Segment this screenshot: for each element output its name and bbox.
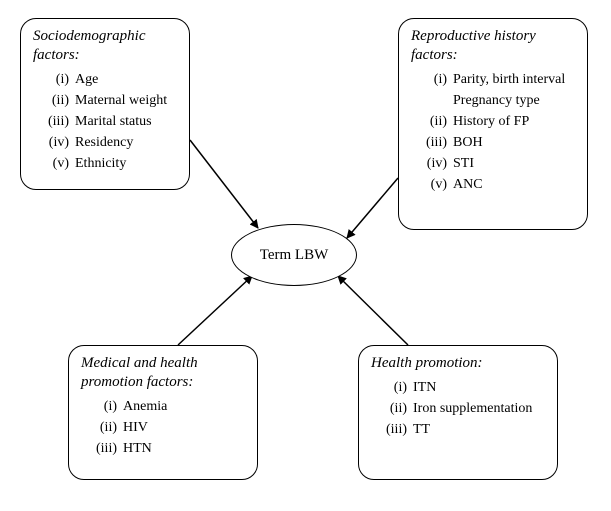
list-item: (iv) STI [417,153,577,174]
roman-numeral: (v) [39,153,69,174]
list-item-text: ANC [453,174,577,195]
list-item: (iii) TT [377,419,547,440]
box-medical: Medical and health promotion factors: (i… [68,345,258,480]
list-item: (i) Anemia [87,396,247,417]
list-item-text: STI [453,153,577,174]
roman-numeral: (ii) [377,398,407,419]
diagram-canvas: Term LBW Sociodemographic factors: (i) Ag… [0,0,611,511]
box-list: (i) ITN (ii) Iron supplementation (iii) TT [371,377,547,440]
list-item-text: Parity, birth interval [453,69,577,90]
roman-numeral: (ii) [87,417,117,438]
roman-numeral: (iv) [39,132,69,153]
roman-numeral: (iii) [39,111,69,132]
box-reproductive: Reproductive history factors: (i) Parity,… [398,18,588,230]
list-item: (ii) HIV [87,417,247,438]
list-item-text: Anemia [123,396,247,417]
list-item-text: Ethnicity [75,153,179,174]
list-item-text: Marital status [75,111,179,132]
list-item-text: BOH [453,132,577,153]
arrow [178,276,252,345]
list-item: (iii) HTN [87,438,247,459]
list-item: (i) Parity, birth interval [417,69,577,90]
list-item: (ii) Maternal weight [39,90,179,111]
list-item-text: ITN [413,377,547,398]
box-title: Health promotion: [371,354,547,373]
list-item: (i) ITN [377,377,547,398]
list-item: (ii) Iron supplementation [377,398,547,419]
list-item: (iv) Residency [39,132,179,153]
roman-numeral: (iii) [87,438,117,459]
list-item-text: Iron supplementation [413,398,547,419]
box-title: Sociodemographic factors: [33,27,179,65]
list-item: (iii) BOH [417,132,577,153]
box-title: Medical and health promotion factors: [81,354,247,392]
roman-numeral: (i) [87,396,117,417]
roman-numeral: (ii) [39,90,69,111]
arrow [338,276,408,345]
box-list: (i) Anemia (ii) HIV (iii) HTN [81,396,247,459]
box-sociodemographic: Sociodemographic factors: (i) Age (ii) Mate… [20,18,190,190]
roman-numeral: (iii) [377,419,407,440]
center-node-term-lbw: Term LBW [231,224,357,286]
roman-numeral: (iii) [417,132,447,153]
box-list: (i) Age (ii) Maternal weight (iii) Marital st… [33,69,179,174]
box-title: Reproductive history factors: [411,27,577,65]
roman-numeral: (i) [377,377,407,398]
list-item-subline: Pregnancy type [417,90,577,111]
center-node-label: Term LBW [260,247,329,264]
list-item: (ii) History of FP [417,111,577,132]
list-item: (v) ANC [417,174,577,195]
list-item-text: Residency [75,132,179,153]
box-health-promotion: Health promotion: (i) ITN (ii) Iron supplem… [358,345,558,480]
roman-numeral: (i) [417,69,447,90]
arrow [347,178,398,238]
list-item-text: Age [75,69,179,90]
list-item-text: Maternal weight [75,90,179,111]
roman-numeral: (ii) [417,111,447,132]
list-item: (iii) Marital status [39,111,179,132]
list-item-text: History of FP [453,111,577,132]
list-item-text: HTN [123,438,247,459]
list-item-text: HIV [123,417,247,438]
roman-numeral: (v) [417,174,447,195]
arrow [190,140,258,228]
list-item: (i) Age [39,69,179,90]
box-list: (i)Parity, birth intervalPregnancy type(… [411,69,577,195]
roman-numeral: (iv) [417,153,447,174]
list-item-text: TT [413,419,547,440]
roman-numeral: (i) [39,69,69,90]
list-item: (v) Ethnicity [39,153,179,174]
